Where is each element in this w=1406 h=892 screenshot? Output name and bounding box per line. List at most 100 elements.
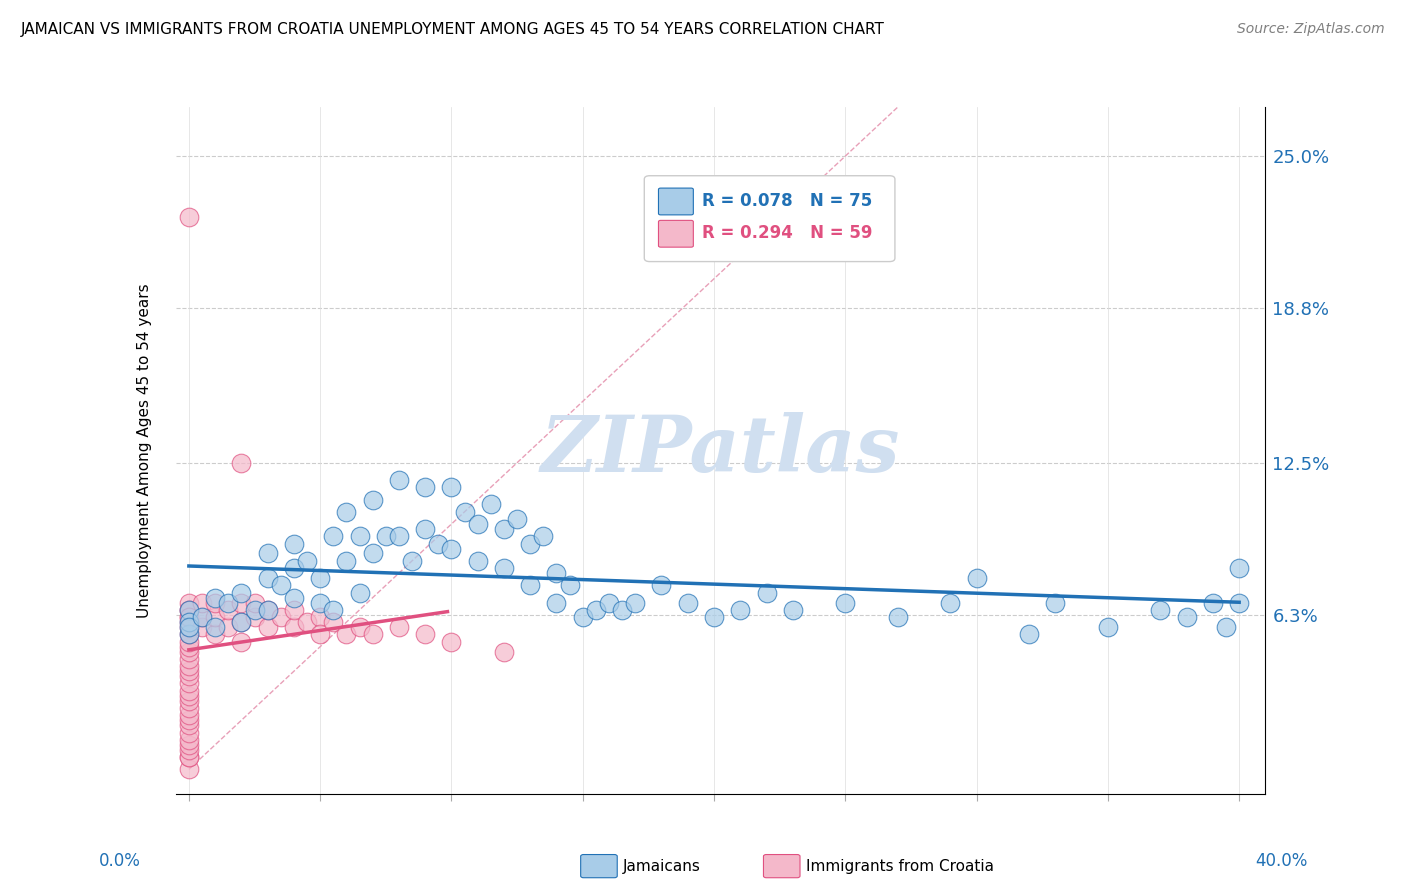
Point xyxy=(177,610,200,624)
Point xyxy=(782,603,804,617)
Point xyxy=(1202,596,1225,610)
Point xyxy=(256,603,278,617)
Point xyxy=(531,529,554,543)
Point xyxy=(295,615,318,630)
Point xyxy=(939,596,962,610)
Point xyxy=(546,566,568,581)
Point xyxy=(191,610,214,624)
Point xyxy=(177,708,200,723)
Point xyxy=(177,750,200,764)
Point xyxy=(309,596,332,610)
Point xyxy=(519,578,541,592)
Point xyxy=(191,610,214,624)
Point xyxy=(492,522,515,536)
Point xyxy=(256,620,278,634)
Point xyxy=(467,517,489,532)
Point xyxy=(177,596,200,610)
Point xyxy=(177,694,200,708)
Point xyxy=(256,571,278,585)
Point xyxy=(217,603,239,617)
Point xyxy=(204,620,226,634)
Point xyxy=(322,615,344,630)
Point xyxy=(624,596,647,610)
Point xyxy=(177,603,200,617)
Point xyxy=(966,571,988,585)
Point xyxy=(217,596,239,610)
Point xyxy=(309,571,332,585)
Point xyxy=(177,664,200,679)
Text: 40.0%: 40.0% xyxy=(1256,852,1308,870)
Point xyxy=(243,596,266,610)
Point xyxy=(413,522,436,536)
Point xyxy=(361,627,384,641)
Point xyxy=(388,620,411,634)
Point xyxy=(177,620,200,634)
Point xyxy=(243,603,266,617)
Point xyxy=(703,610,725,624)
Point xyxy=(283,561,305,575)
Point xyxy=(177,627,200,641)
FancyBboxPatch shape xyxy=(658,188,693,215)
Point xyxy=(295,554,318,568)
Point xyxy=(177,718,200,732)
FancyBboxPatch shape xyxy=(644,176,896,261)
Point xyxy=(177,683,200,698)
Point xyxy=(335,554,357,568)
Point xyxy=(1045,596,1067,610)
Point xyxy=(440,541,463,556)
Point xyxy=(283,537,305,551)
Point xyxy=(1215,620,1237,634)
Point xyxy=(177,701,200,715)
Point xyxy=(546,596,568,610)
Point xyxy=(204,591,226,605)
Point xyxy=(349,529,371,543)
Text: Immigrants from Croatia: Immigrants from Croatia xyxy=(806,859,994,873)
Point xyxy=(361,492,384,507)
Point xyxy=(1227,596,1250,610)
Text: R = 0.078   N = 75: R = 0.078 N = 75 xyxy=(702,192,872,211)
Point xyxy=(243,610,266,624)
Point xyxy=(519,537,541,551)
Point xyxy=(177,620,200,634)
Point xyxy=(256,603,278,617)
Point xyxy=(283,591,305,605)
Point xyxy=(585,603,607,617)
Point xyxy=(231,456,253,470)
Point xyxy=(361,546,384,561)
Point xyxy=(204,610,226,624)
Point xyxy=(492,644,515,658)
Point xyxy=(650,578,672,592)
Point xyxy=(558,578,581,592)
Point xyxy=(598,596,620,610)
Point xyxy=(335,627,357,641)
Point xyxy=(177,627,200,641)
Point xyxy=(177,738,200,752)
Point xyxy=(1097,620,1119,634)
Point xyxy=(204,596,226,610)
Point xyxy=(270,578,292,592)
Point xyxy=(427,537,450,551)
Point xyxy=(309,627,332,641)
Point xyxy=(270,610,292,624)
Point xyxy=(1227,561,1250,575)
Point xyxy=(388,473,411,487)
Point xyxy=(467,554,489,568)
Point xyxy=(413,627,436,641)
Point xyxy=(401,554,423,568)
Point xyxy=(283,620,305,634)
Point xyxy=(335,505,357,519)
Y-axis label: Unemployment Among Ages 45 to 54 years: Unemployment Among Ages 45 to 54 years xyxy=(138,283,152,618)
Point xyxy=(177,615,200,630)
Point xyxy=(453,505,475,519)
Point xyxy=(374,529,396,543)
Point xyxy=(492,561,515,575)
Point xyxy=(231,596,253,610)
Point xyxy=(231,635,253,649)
Text: ZIPatlas: ZIPatlas xyxy=(541,412,900,489)
Point xyxy=(440,480,463,494)
FancyBboxPatch shape xyxy=(763,855,800,878)
Point xyxy=(177,640,200,654)
Point xyxy=(231,615,253,630)
Point xyxy=(322,603,344,617)
Point xyxy=(177,750,200,764)
